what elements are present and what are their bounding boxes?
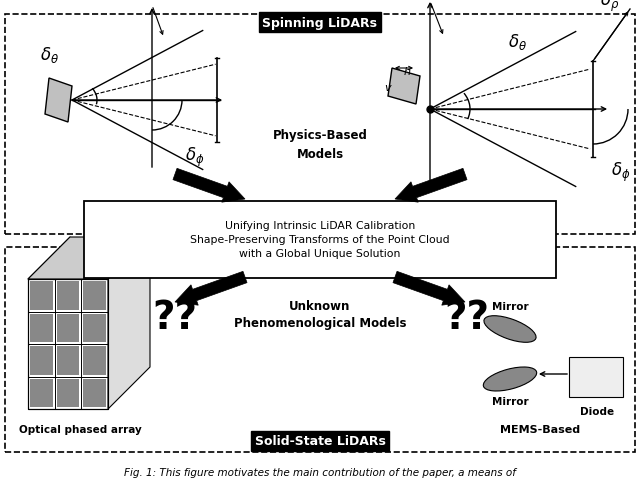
- Text: Diode: Diode: [580, 406, 614, 416]
- Text: Fig. 1: This figure motivates the main contribution of the paper, a means of: Fig. 1: This figure motivates the main c…: [124, 467, 516, 477]
- Polygon shape: [173, 169, 245, 203]
- Polygon shape: [83, 314, 106, 342]
- Polygon shape: [57, 346, 79, 375]
- Text: ??: ??: [445, 298, 490, 336]
- Text: Physics-Based
Models: Physics-Based Models: [273, 129, 367, 160]
- Text: ??: ??: [152, 298, 198, 336]
- Text: MEMS-Based: MEMS-Based: [500, 424, 580, 434]
- Polygon shape: [28, 238, 150, 279]
- Text: Unknown
Phenomenological Models: Unknown Phenomenological Models: [234, 299, 406, 330]
- Text: h: h: [403, 67, 410, 77]
- Polygon shape: [57, 281, 79, 310]
- Polygon shape: [28, 279, 108, 409]
- Text: Unifying Intrinsic LiDAR Calibration
Shape-Preserving Transforms of the Point Cl: Unifying Intrinsic LiDAR Calibration Sha…: [190, 220, 450, 259]
- Polygon shape: [30, 314, 52, 342]
- Polygon shape: [83, 378, 106, 407]
- Text: $\delta_\phi$: $\delta_\phi$: [611, 160, 631, 183]
- Polygon shape: [57, 378, 79, 407]
- Polygon shape: [108, 238, 150, 409]
- Text: $\delta_\theta$: $\delta_\theta$: [40, 45, 60, 65]
- Polygon shape: [83, 281, 106, 310]
- Text: $\delta_\theta$: $\delta_\theta$: [508, 32, 527, 52]
- Text: $\delta_\rho$: $\delta_\rho$: [600, 0, 620, 14]
- Polygon shape: [83, 346, 106, 375]
- Text: Solid-State LiDARs: Solid-State LiDARs: [255, 435, 385, 448]
- Text: $\delta_\rho$: $\delta_\rho$: [151, 0, 169, 3]
- Ellipse shape: [483, 367, 537, 391]
- Text: Mirror: Mirror: [492, 396, 528, 406]
- Polygon shape: [57, 314, 79, 342]
- Text: v: v: [385, 83, 391, 93]
- FancyBboxPatch shape: [569, 357, 623, 397]
- Text: Optical phased array: Optical phased array: [19, 424, 141, 434]
- Polygon shape: [45, 79, 72, 123]
- Polygon shape: [30, 346, 52, 375]
- Ellipse shape: [484, 316, 536, 343]
- Polygon shape: [30, 281, 52, 310]
- Polygon shape: [388, 69, 420, 105]
- Polygon shape: [395, 169, 467, 203]
- FancyBboxPatch shape: [84, 201, 556, 278]
- Polygon shape: [30, 378, 52, 407]
- Polygon shape: [393, 272, 465, 305]
- Text: $\delta_\phi$: $\delta_\phi$: [185, 145, 205, 168]
- Text: Spinning LiDARs: Spinning LiDARs: [262, 16, 378, 30]
- Text: Mirror: Mirror: [492, 302, 528, 311]
- Polygon shape: [175, 272, 247, 305]
